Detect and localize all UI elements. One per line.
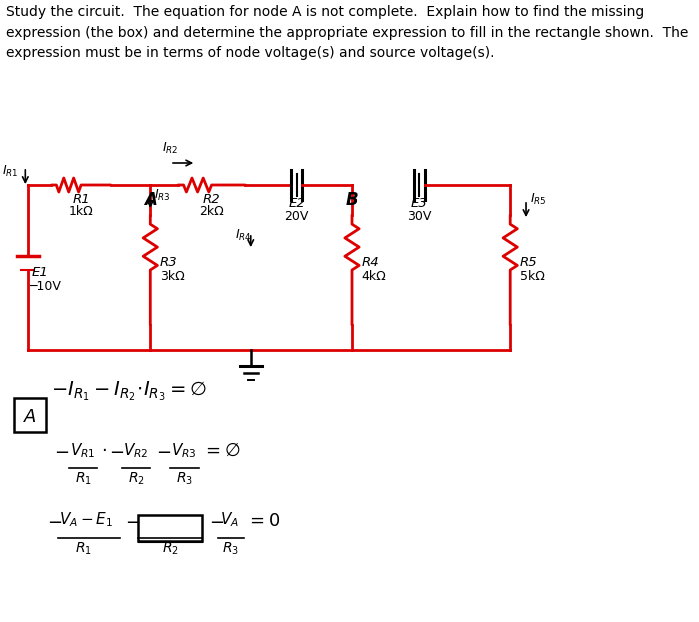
Text: $V_A - E_1$: $V_A - E_1$ [59, 510, 113, 529]
Text: 3kΩ: 3kΩ [160, 270, 185, 283]
Text: 5kΩ: 5kΩ [519, 270, 545, 283]
Text: $R_2$: $R_2$ [161, 541, 178, 557]
Text: R3: R3 [160, 256, 178, 269]
Text: $R_3$: $R_3$ [222, 541, 240, 557]
Text: 4kΩ: 4kΩ [361, 270, 387, 283]
Text: $V_{R2}$: $V_{R2}$ [123, 441, 149, 460]
Text: ─10V: ─10V [29, 279, 61, 292]
Text: $V_{R1}$: $V_{R1}$ [71, 441, 96, 460]
Text: $V_{R3}$: $V_{R3}$ [171, 441, 197, 460]
Text: $\cdot$: $\cdot$ [101, 440, 107, 458]
Text: $R_1$: $R_1$ [75, 471, 92, 488]
Text: $-$: $-$ [209, 512, 224, 530]
Text: E2: E2 [288, 197, 305, 210]
Text: $-$: $-$ [54, 442, 69, 460]
Text: R4: R4 [361, 256, 379, 269]
Text: $I_{R3}$: $I_{R3}$ [154, 188, 171, 203]
Bar [14, 398, 46, 432]
Text: $I_{R5}$: $I_{R5}$ [530, 192, 547, 207]
Text: 30V: 30V [407, 210, 431, 223]
Text: 2kΩ: 2kΩ [199, 205, 224, 218]
Text: $=\varnothing$: $=\varnothing$ [202, 442, 240, 460]
Text: $I_{R1}$: $I_{R1}$ [2, 164, 19, 179]
Text: A: A [24, 408, 36, 426]
Text: $V_A$: $V_A$ [220, 510, 239, 529]
Text: $I_{R2}$: $I_{R2}$ [162, 141, 178, 156]
Text: $-$: $-$ [156, 442, 171, 460]
Bar [138, 515, 202, 541]
Text: R2: R2 [203, 193, 220, 206]
Text: R1: R1 [72, 193, 90, 206]
Text: $R_3$: $R_3$ [176, 471, 193, 488]
Text: A: A [144, 191, 157, 209]
Text: $R_1$: $R_1$ [75, 541, 92, 557]
Text: $-$: $-$ [125, 512, 140, 530]
Text: $-$: $-$ [48, 512, 63, 530]
Text: $-I_{R_1}-I_{R_2}\!\cdot\! I_{R_3}=\varnothing$: $-I_{R_1}-I_{R_2}\!\cdot\! I_{R_3}=\varn… [52, 379, 208, 403]
Text: B: B [346, 191, 359, 209]
Text: 20V: 20V [284, 210, 309, 223]
Text: $-$: $-$ [109, 442, 124, 460]
Text: R5: R5 [519, 256, 538, 269]
Text: $R_2$: $R_2$ [128, 471, 145, 488]
Text: E1: E1 [31, 266, 48, 279]
Text: $=0$: $=0$ [246, 512, 280, 530]
Text: 1kΩ: 1kΩ [69, 205, 94, 218]
Text: $I_{R4}$: $I_{R4}$ [235, 228, 252, 243]
Text: E3: E3 [411, 197, 428, 210]
Text: Study the circuit.  The equation for node A is not complete.  Explain how to fin: Study the circuit. The equation for node… [6, 5, 688, 60]
